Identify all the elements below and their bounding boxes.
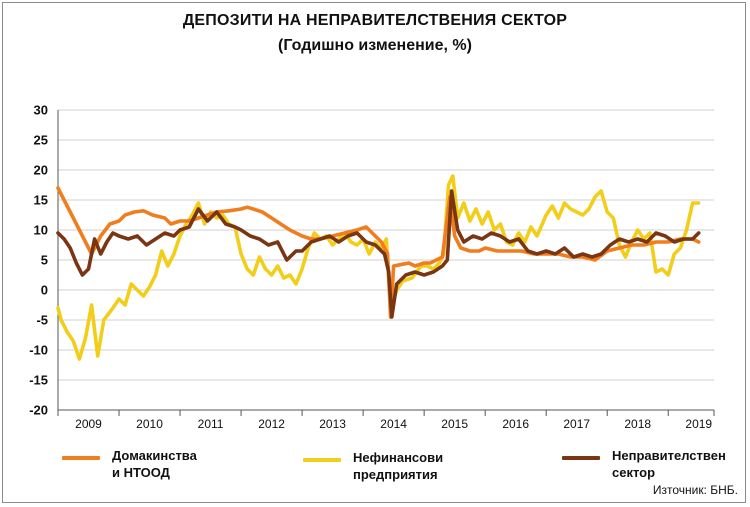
x-tick-label: 2014 bbox=[380, 417, 407, 431]
y-tick-label: 0 bbox=[41, 283, 48, 298]
source-note: Източник: БНБ. bbox=[652, 483, 738, 497]
legend-item-nongovernment: Неправителствен сектор bbox=[562, 447, 726, 481]
legend-label-nongovernment: Неправителствен сектор bbox=[612, 448, 726, 480]
y-tick-label: 15 bbox=[34, 193, 48, 208]
y-tick-label: -10 bbox=[29, 343, 48, 358]
legend-label-households: Домакинства и НТООД bbox=[112, 448, 197, 480]
x-tick-label: 2012 bbox=[258, 417, 285, 431]
x-tick-label: 2017 bbox=[563, 417, 590, 431]
x-tick-label: 2019 bbox=[685, 417, 712, 431]
y-tick-label: -5 bbox=[36, 313, 48, 328]
legend-item-households: Домакинства и НТООД bbox=[62, 447, 197, 481]
legend-swatch-nongovernment bbox=[562, 456, 600, 460]
x-tick-label: 2018 bbox=[624, 417, 651, 431]
y-tick-label: 30 bbox=[34, 103, 48, 118]
series-nongovernment-line bbox=[56, 189, 701, 319]
x-tick-label: 2016 bbox=[502, 417, 529, 431]
legend-label-nonfinancial: Нефинансови предприятия bbox=[353, 450, 444, 482]
y-tick-label: -15 bbox=[29, 373, 48, 388]
chart-title: ДЕПОЗИТИ НА НЕПРАВИТЕЛСТВЕНИЯ СЕКТОР bbox=[182, 12, 568, 29]
x-tick-label: 2011 bbox=[198, 417, 224, 431]
x-tick-label: 2013 bbox=[319, 417, 346, 431]
y-tick-label: 20 bbox=[34, 163, 48, 178]
chart-subtitle: (Годишно изменение, %) bbox=[278, 37, 472, 54]
legend-swatch-households bbox=[62, 456, 100, 460]
x-tick-label: 2015 bbox=[441, 417, 468, 431]
legend-item-nonfinancial: Нефинансови предприятия bbox=[303, 449, 443, 483]
series-households-line bbox=[56, 186, 701, 319]
y-tick-label: 5 bbox=[41, 253, 48, 268]
x-tick-label: 2010 bbox=[136, 417, 163, 431]
y-tick-label: -20 bbox=[29, 403, 48, 418]
legend-swatch-nonfinancial bbox=[303, 458, 341, 462]
y-tick-label: 25 bbox=[34, 133, 48, 148]
x-tick-label: 2009 bbox=[75, 417, 102, 431]
series-nonfinancial-line bbox=[56, 174, 701, 361]
y-tick-label: 10 bbox=[34, 223, 48, 238]
